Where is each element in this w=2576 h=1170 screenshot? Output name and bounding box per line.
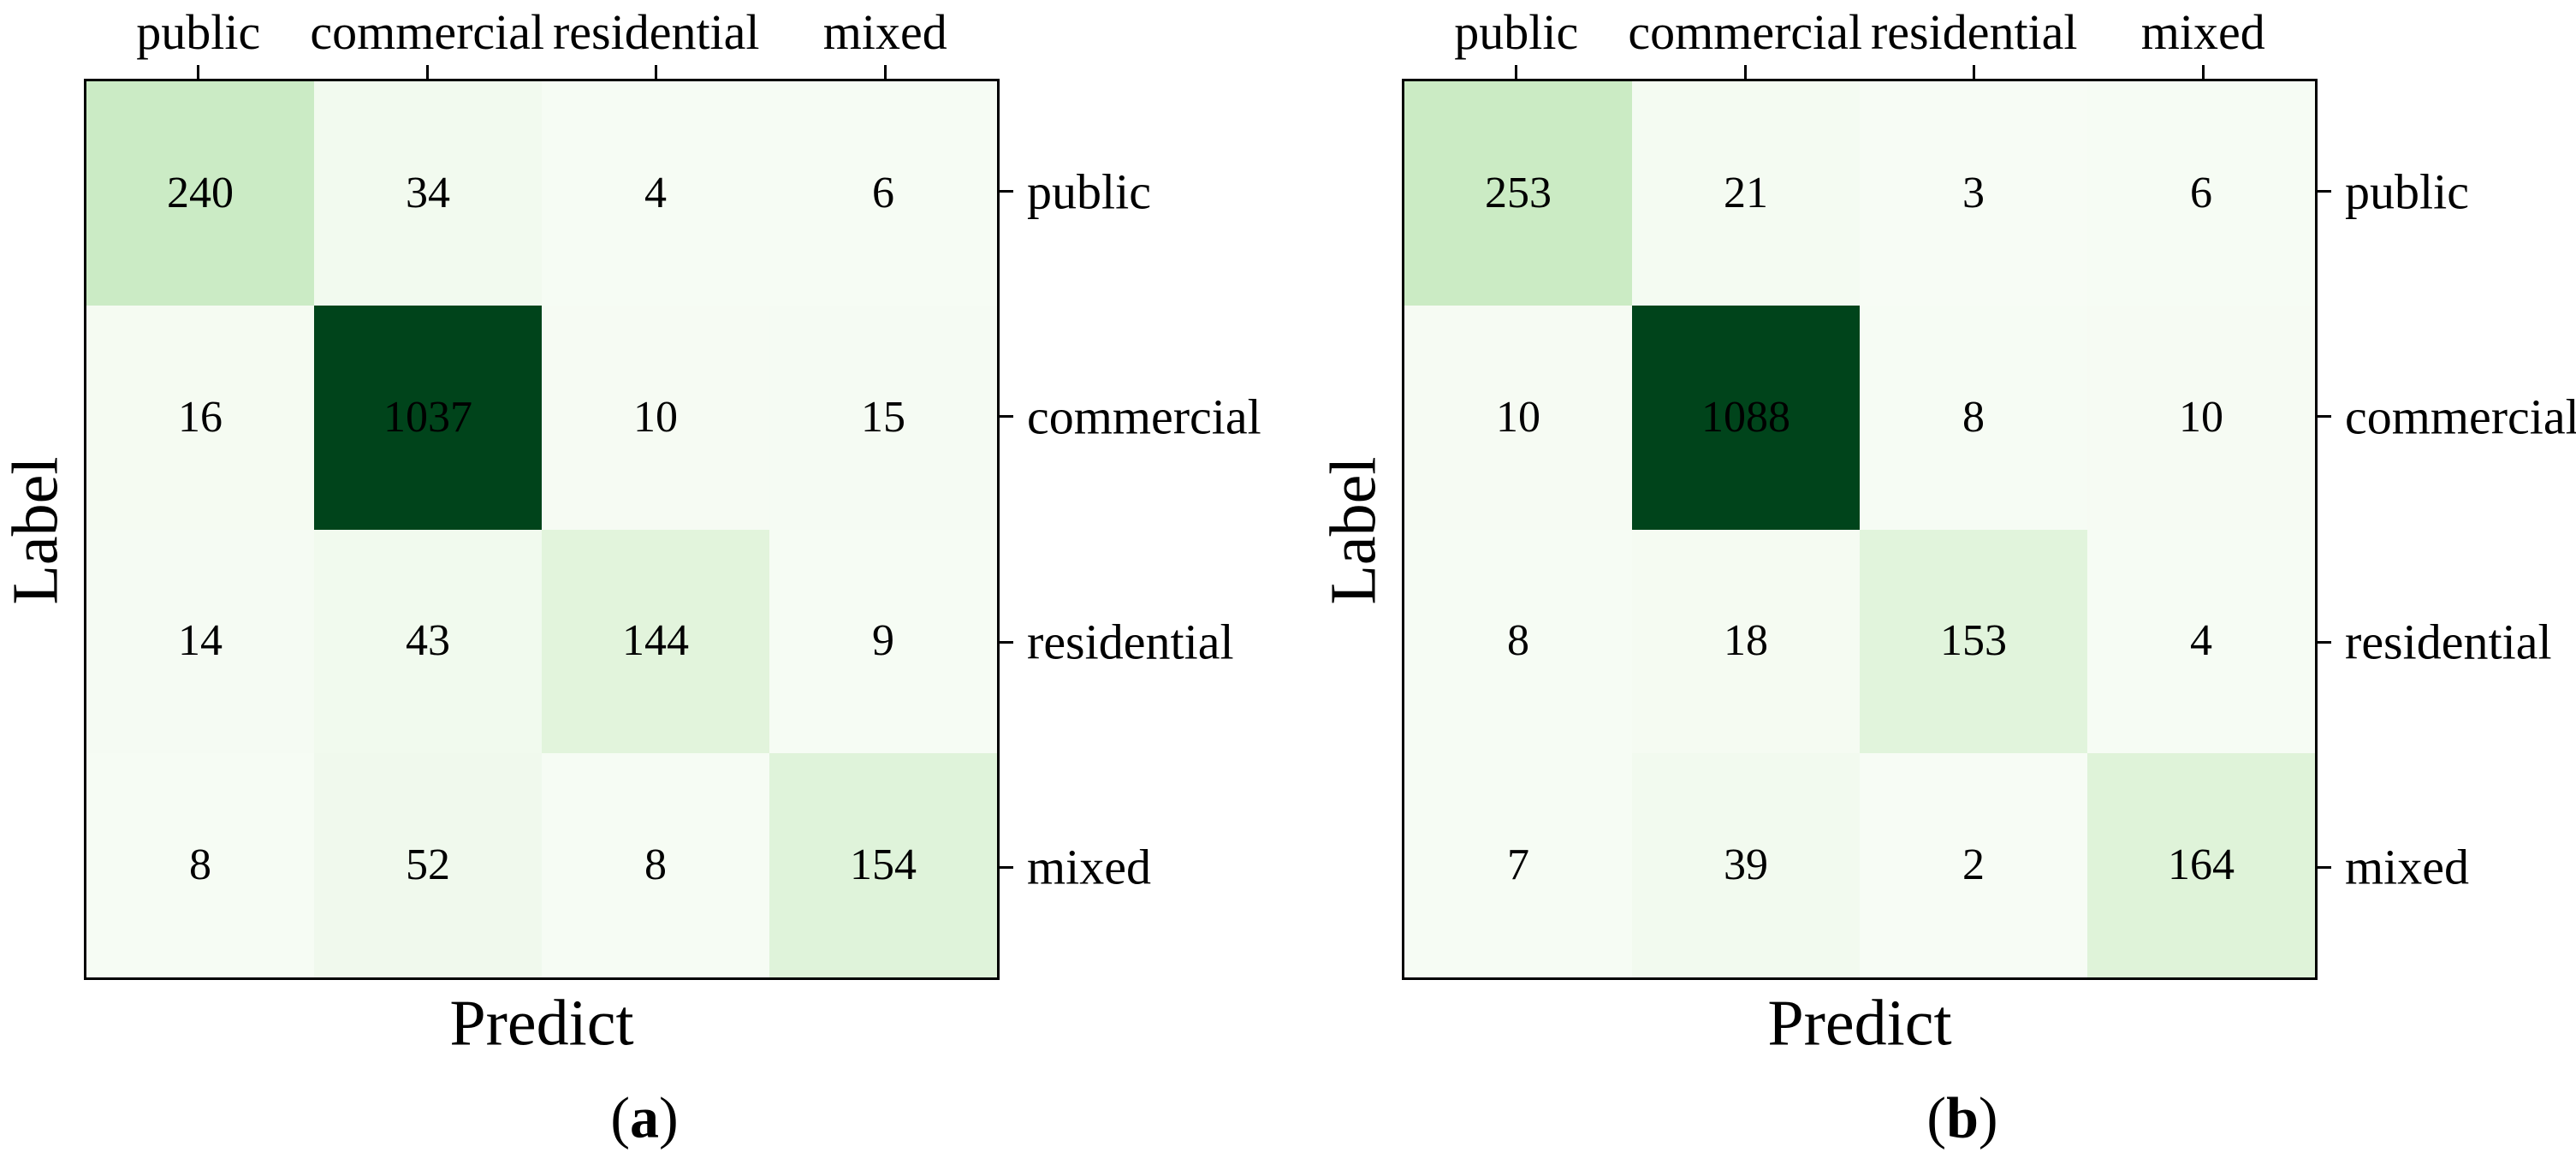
x-tick-mark <box>655 65 658 79</box>
caption-paren: ) <box>1978 1084 1998 1150</box>
x-tick-label: commercial <box>310 3 545 60</box>
x-tick-label: residential <box>1870 3 2078 60</box>
heatmap-grid: 240 34 4 6 16 1037 10 15 14 43 144 9 8 52 8 154 <box>84 79 1000 980</box>
heatmap-cell: 34 <box>314 81 542 306</box>
heatmap-cell: 39 <box>1632 753 1860 977</box>
y-tick-label: mixed <box>2345 839 2469 895</box>
caption-paren: ( <box>1926 1084 1947 1150</box>
panel-a: Label 240 34 4 6 16 1037 10 15 14 43 144 9 8 52 8 154 P… <box>0 0 1261 1170</box>
heatmap-cell: 4 <box>2087 529 2315 754</box>
heatmap-cell: 9 <box>769 529 997 754</box>
y-tick-mark <box>1000 865 1013 869</box>
x-tick-mark <box>425 65 429 79</box>
caption-paren: ) <box>659 1084 679 1150</box>
x-tick-label: public <box>136 3 261 60</box>
x-tick-label: mixed <box>2140 3 2265 60</box>
heatmap-cell: 8 <box>1404 529 1632 754</box>
caption-letter: b <box>1946 1084 1979 1150</box>
y-tick-mark <box>1000 640 1013 644</box>
heatmap-cell: 240 <box>86 81 314 306</box>
heatmap-cell: 21 <box>1632 81 1860 306</box>
heatmap-cell: 43 <box>314 529 542 754</box>
y-tick-label: commercial <box>1027 389 1261 445</box>
y-tick-label: commercial <box>2345 389 2576 445</box>
subfigure-caption: (b) <box>1926 1084 1997 1152</box>
x-tick-mark <box>1515 65 1518 79</box>
heatmap-cell: 6 <box>769 81 997 306</box>
heatmap-cell: 144 <box>542 529 769 754</box>
caption-letter: a <box>630 1084 659 1150</box>
y-tick-mark <box>1000 415 1013 419</box>
y-tick-label: residential <box>2345 614 2552 670</box>
y-tick-mark <box>1000 190 1013 193</box>
caption-paren: ( <box>610 1084 630 1150</box>
x-tick-mark <box>883 65 887 79</box>
heatmap-cell: 253 <box>1404 81 1632 306</box>
y-tick-mark <box>2318 415 2331 419</box>
y-tick-label: residential <box>1027 614 1234 670</box>
heatmap-cell: 6 <box>2087 81 2315 306</box>
heatmap-cell: 10 <box>2087 305 2315 530</box>
x-tick-label: commercial <box>1628 3 1863 60</box>
y-tick-mark <box>2318 865 2331 869</box>
y-tick-label: public <box>1027 163 1151 220</box>
heatmap-cell: 4 <box>542 81 769 306</box>
x-tick-label: public <box>1454 3 1579 60</box>
heatmap-cell: 154 <box>769 753 997 977</box>
heatmap-cell: 8 <box>542 753 769 977</box>
y-tick-label: mixed <box>1027 839 1151 895</box>
heatmap-cell: 15 <box>769 305 997 530</box>
y-axis-title: Label <box>0 456 72 605</box>
x-tick-label: mixed <box>822 3 947 60</box>
panel-b: Label 253 21 3 6 10 1088 8 10 8 18 153 4 7 39 2 164 Pre… <box>1318 0 2576 1170</box>
heatmap-cell: 1088 <box>1632 305 1860 530</box>
x-axis-title: Predict <box>1767 987 1952 1060</box>
heatmap-cell: 18 <box>1632 529 1860 754</box>
x-tick-mark <box>1743 65 1747 79</box>
y-tick-label: public <box>2345 163 2469 220</box>
heatmap-cell: 8 <box>86 753 314 977</box>
heatmap-cell: 16 <box>86 305 314 530</box>
heatmap-grid: 253 21 3 6 10 1088 8 10 8 18 153 4 7 39 2 164 <box>1402 79 2318 980</box>
y-tick-mark <box>2318 640 2331 644</box>
x-tick-mark <box>2201 65 2205 79</box>
x-tick-label: residential <box>552 3 760 60</box>
heatmap-cell: 14 <box>86 529 314 754</box>
heatmap-cell: 164 <box>2087 753 2315 977</box>
x-tick-mark <box>1973 65 1976 79</box>
x-tick-mark <box>197 65 200 79</box>
heatmap-cell: 10 <box>1404 305 1632 530</box>
heatmap-cell: 8 <box>1860 305 2087 530</box>
subfigure-caption: (a) <box>610 1084 678 1152</box>
heatmap-cell: 1037 <box>314 305 542 530</box>
x-axis-title: Predict <box>449 987 634 1060</box>
heatmap-cell: 153 <box>1860 529 2087 754</box>
y-tick-mark <box>2318 190 2331 193</box>
heatmap-cell: 52 <box>314 753 542 977</box>
y-axis-title: Label <box>1317 456 1390 605</box>
heatmap-cell: 2 <box>1860 753 2087 977</box>
heatmap-cell: 10 <box>542 305 769 530</box>
heatmap-cell: 7 <box>1404 753 1632 977</box>
heatmap-cell: 3 <box>1860 81 2087 306</box>
